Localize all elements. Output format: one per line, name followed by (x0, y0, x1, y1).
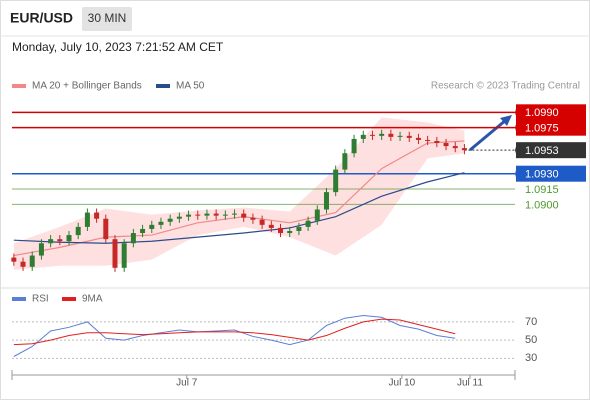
candle-body (176, 216, 182, 219)
level-label: 1.0953 (525, 145, 559, 157)
legend-swatch (12, 84, 26, 88)
candle-body (84, 212, 90, 227)
legend-label: MA 50 (176, 81, 205, 92)
candle-body (130, 233, 136, 244)
forecast-arrow (469, 118, 507, 152)
candle-body (103, 218, 109, 240)
candle-body (369, 134, 375, 136)
candle-body (323, 192, 329, 210)
symbol: EUR/USD (10, 10, 73, 26)
candle-body (204, 213, 210, 216)
ma-line (13, 172, 465, 244)
candle-body (29, 255, 35, 267)
legend-label: MA 20 + Bollinger Bands (32, 81, 142, 92)
candle-body (66, 235, 72, 242)
x-tick-label: Jul 7 (176, 378, 198, 389)
level-label: 1.0975 (525, 123, 559, 135)
candle-body (57, 239, 63, 242)
level-label: 1.0990 (525, 107, 559, 119)
timeframe-badge (82, 7, 132, 31)
candle-body (232, 213, 238, 215)
candle-body (278, 227, 284, 234)
legend-label: 9MA (82, 294, 103, 305)
source: Research © 2023 Trading Central (431, 81, 580, 92)
candle-body (259, 219, 265, 225)
candle-body (342, 153, 348, 170)
candle-body (222, 214, 228, 216)
candle-body (379, 133, 385, 136)
level-label-box (516, 104, 586, 121)
y-tick-label: 70 (525, 316, 537, 328)
candle-body (461, 148, 467, 151)
bollinger-band (13, 117, 465, 270)
candle-body (149, 224, 155, 229)
candle-body (213, 213, 219, 216)
candle-body (158, 221, 164, 225)
candle-body (48, 239, 54, 244)
rsi-line (13, 318, 456, 346)
level-label: 1.0900 (525, 199, 559, 211)
y-tick-label: 30 (525, 352, 537, 364)
candle-body (186, 214, 192, 217)
candle-body (75, 226, 81, 236)
level-label-tip (515, 120, 517, 135)
x-tick-label: Jul 10 (389, 378, 416, 389)
candle-body (287, 230, 293, 234)
candle-body (112, 239, 118, 268)
candle-body (406, 135, 412, 138)
candle-body (443, 143, 449, 147)
candle-body (94, 212, 100, 219)
candle-body (434, 140, 440, 144)
level-label-box (516, 165, 586, 182)
candle-body (195, 214, 201, 216)
candle-body (268, 224, 274, 228)
candle-body (305, 220, 311, 227)
level-label-box (516, 119, 586, 136)
rsi-line (13, 314, 456, 357)
candle-body (140, 228, 146, 234)
y-tick-label: 50 (525, 334, 537, 346)
candle-body (20, 261, 26, 267)
level-label-tip (515, 166, 517, 181)
candle-body (296, 226, 302, 231)
legend-swatch (62, 297, 76, 301)
level-label-box (516, 142, 586, 159)
level-label: 1.0930 (525, 169, 559, 181)
candle-body (11, 257, 17, 262)
candle-body (360, 134, 366, 139)
candle-body (415, 137, 421, 140)
level-label-tip (515, 105, 517, 120)
candle-body (167, 218, 173, 222)
candle-body (397, 135, 403, 137)
candle-body (121, 243, 127, 268)
candle-body (388, 133, 394, 137)
candle-body (452, 146, 458, 149)
candle-body (38, 243, 44, 256)
timeframe: 30 MIN (88, 11, 127, 25)
legend-swatch (156, 84, 170, 88)
candle-body (250, 217, 256, 220)
candle-body (333, 169, 339, 193)
level-label-tip (515, 143, 517, 158)
legend-swatch (12, 297, 26, 301)
arrow-head (500, 115, 512, 126)
candle-body (241, 213, 247, 218)
date: Monday, July 10, 2023 7:21:52 AM CET (12, 40, 224, 54)
candle-body (351, 138, 357, 154)
legend-label: RSI (32, 294, 49, 305)
x-tick-label: Jul 11 (457, 378, 483, 389)
candle-body (425, 139, 431, 141)
level-label: 1.0915 (525, 184, 559, 196)
candle-body (314, 209, 320, 221)
